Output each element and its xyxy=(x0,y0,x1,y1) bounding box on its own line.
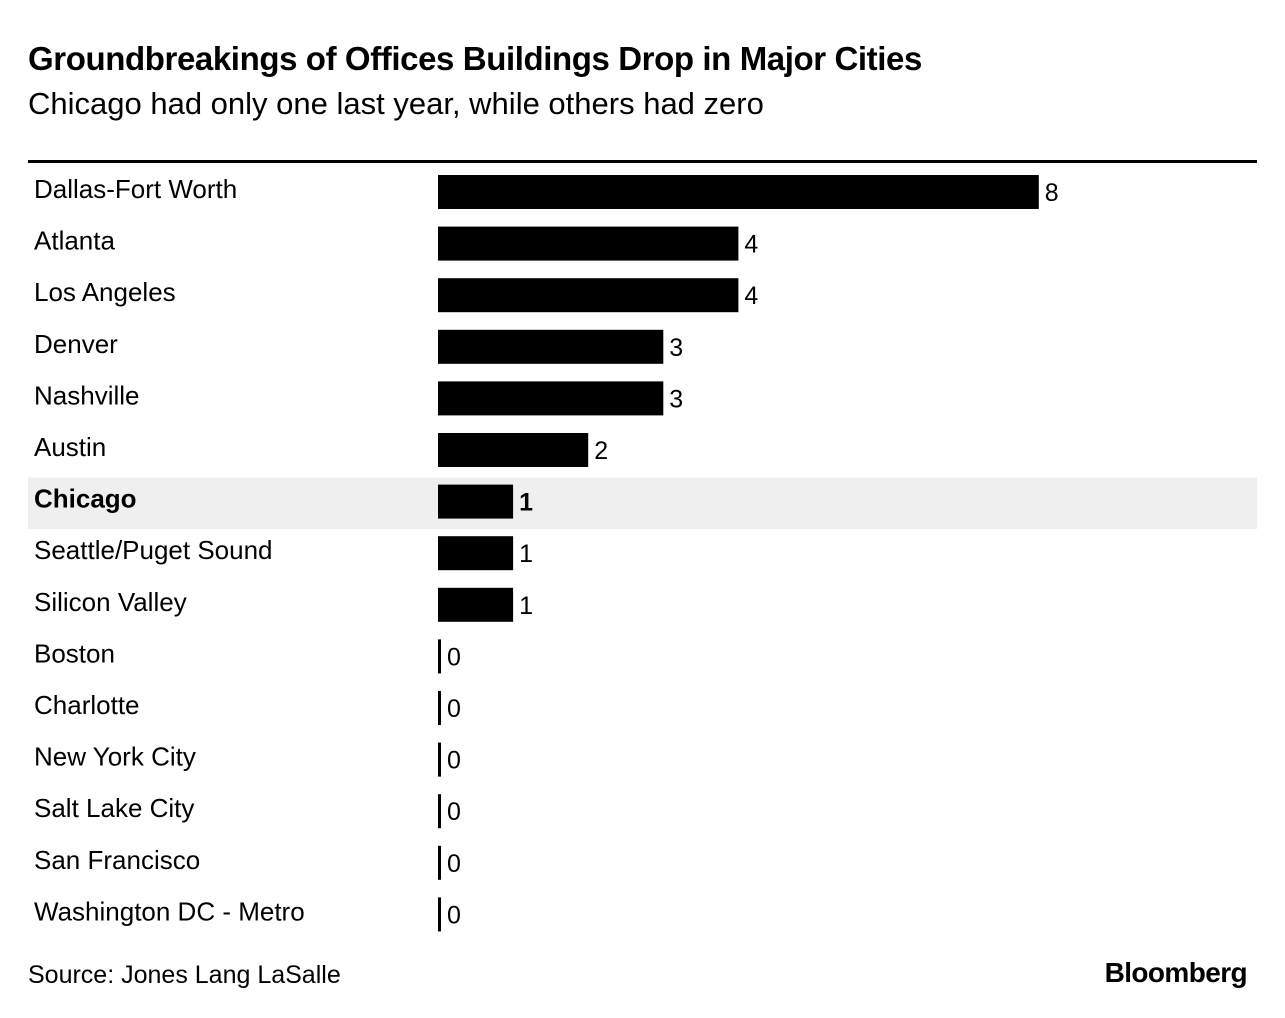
bar xyxy=(438,897,441,932)
value-label: 1 xyxy=(519,540,533,568)
bar-row: Salt Lake City 0 xyxy=(34,793,461,829)
value-label: 0 xyxy=(447,901,461,929)
value-label: 0 xyxy=(447,747,461,775)
value-label: 3 xyxy=(669,385,683,413)
top-rule xyxy=(28,160,1257,163)
value-label: 4 xyxy=(744,231,758,259)
value-label: 8 xyxy=(1045,179,1059,207)
value-label: 3 xyxy=(669,334,683,362)
category-label: Boston xyxy=(34,638,115,668)
bar-row: Boston 0 xyxy=(34,638,461,674)
bar xyxy=(438,742,441,777)
bloomberg-logo: Bloomberg xyxy=(1104,957,1248,988)
category-label: Seattle/Puget Sound xyxy=(34,535,273,565)
bar xyxy=(438,845,441,880)
value-label: 1 xyxy=(519,489,533,517)
bar-row: Seattle/Puget Sound 1 xyxy=(34,535,533,571)
bar xyxy=(438,794,441,829)
bar xyxy=(438,639,441,674)
bar-chart: Dallas-Fort Worth 8 Atlanta 4 Los Angeles 4 De… xyxy=(28,165,1257,940)
bar-row: Austin 2 xyxy=(34,432,608,467)
chart-subtitle: Chicago had only one last year, while ot… xyxy=(28,86,764,121)
category-label: Austin xyxy=(34,432,106,462)
category-label: New York City xyxy=(34,742,196,772)
bar-row: Atlanta 4 xyxy=(34,226,758,261)
bar xyxy=(438,433,589,467)
bar xyxy=(438,587,514,622)
category-label: Chicago xyxy=(34,484,137,514)
bar xyxy=(438,381,664,416)
value-label: 0 xyxy=(447,798,461,826)
category-label: San Francisco xyxy=(34,845,200,875)
value-label: 0 xyxy=(447,850,461,878)
bar-row: New York City 0 xyxy=(34,742,461,777)
bar xyxy=(438,536,514,571)
value-label: 2 xyxy=(594,437,608,465)
category-label: Dallas-Fort Worth xyxy=(34,174,237,204)
bar xyxy=(438,484,514,519)
bar-row: Denver 3 xyxy=(34,329,683,364)
bar-row: Nashville 3 xyxy=(34,380,683,416)
bar-row: Los Angeles 4 xyxy=(34,277,758,313)
bar-chart-svg: Dallas-Fort Worth 8 Atlanta 4 Los Angeles 4 De… xyxy=(28,174,1257,932)
bar xyxy=(438,329,664,364)
category-label: Salt Lake City xyxy=(34,793,194,823)
source-note: Source: Jones Lang LaSalle xyxy=(28,961,341,989)
bar-row: Dallas-Fort Worth 8 xyxy=(34,174,1059,209)
category-label: Nashville xyxy=(34,380,140,410)
chart-title: Groundbreakings of Offices Buildings Dro… xyxy=(28,40,922,77)
value-label: 4 xyxy=(744,282,758,310)
bar xyxy=(438,175,1039,209)
category-label: Los Angeles xyxy=(34,277,176,307)
bar xyxy=(438,691,441,725)
bar xyxy=(438,226,739,261)
highlight-row-background xyxy=(28,477,1257,530)
category-label: Silicon Valley xyxy=(34,587,187,617)
bar-row: Chicago 1 xyxy=(28,477,1257,530)
category-label: Denver xyxy=(34,329,118,359)
value-label: 0 xyxy=(447,695,461,723)
bar-row: San Francisco 0 xyxy=(34,845,461,880)
category-label: Atlanta xyxy=(34,226,115,256)
value-label: 1 xyxy=(519,592,533,620)
bar-row: Washington DC - Metro 0 xyxy=(34,896,461,932)
bar xyxy=(438,278,739,313)
bar-row: Silicon Valley 1 xyxy=(34,587,533,622)
category-label: Washington DC - Metro xyxy=(34,896,305,926)
category-label: Charlotte xyxy=(34,690,140,720)
bar-row: Charlotte 0 xyxy=(34,690,461,725)
value-label: 0 xyxy=(447,643,461,671)
